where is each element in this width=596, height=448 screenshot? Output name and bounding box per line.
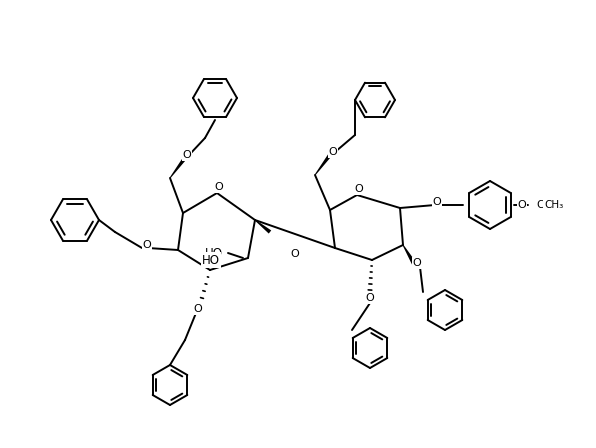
Text: O: O <box>215 182 224 192</box>
Text: O: O <box>355 184 364 194</box>
Text: O: O <box>291 249 299 259</box>
Text: O: O <box>517 200 526 210</box>
Text: O: O <box>182 150 191 160</box>
Text: O: O <box>142 240 151 250</box>
Text: O: O <box>328 147 337 157</box>
Text: HO: HO <box>202 254 220 267</box>
Polygon shape <box>402 245 417 266</box>
Text: O: O <box>433 197 442 207</box>
Text: HO: HO <box>205 246 223 259</box>
Polygon shape <box>170 157 187 178</box>
Polygon shape <box>315 154 331 175</box>
Text: O: O <box>365 293 374 303</box>
Text: O: O <box>412 258 421 268</box>
Polygon shape <box>254 220 271 233</box>
Text: O: O <box>194 304 203 314</box>
Text: CH₃: CH₃ <box>544 200 563 210</box>
Text: CH₃: CH₃ <box>536 200 555 210</box>
